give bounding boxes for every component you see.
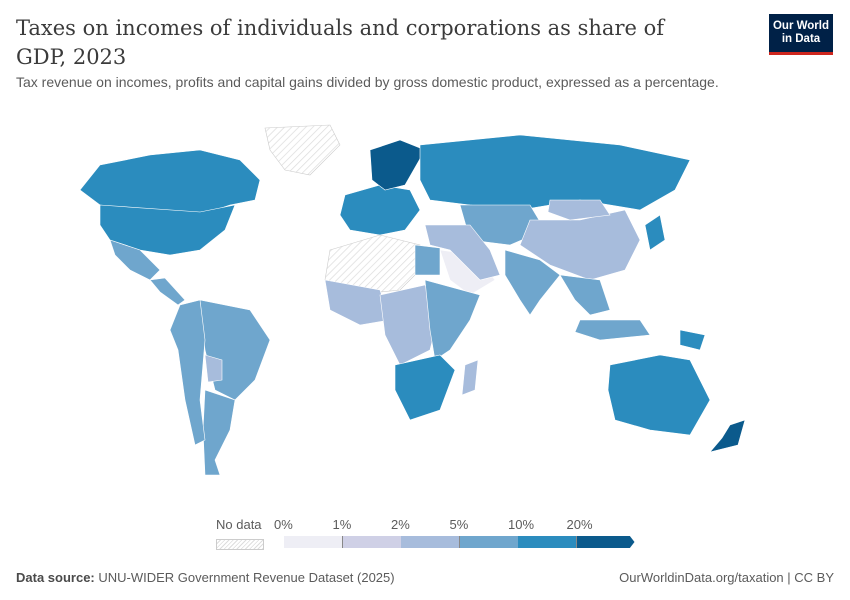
region-bolivia[interactable]: [204, 354, 223, 383]
region-east-africa[interactable]: [424, 279, 481, 361]
region-central-africa[interactable]: [379, 284, 441, 366]
region-indonesia[interactable]: [574, 319, 651, 341]
region-papua-new-guinea[interactable]: [679, 329, 706, 351]
legend: No data 0% 1% 2% 5% 10% 20%: [200, 514, 650, 554]
region-mongolia[interactable]: [547, 199, 611, 221]
region-brazil[interactable]: [199, 299, 271, 401]
legend-no-data-label: No data: [216, 517, 262, 532]
region-andean-south-america[interactable]: [169, 299, 206, 446]
source-label: Data source:: [16, 570, 95, 585]
logo-line-2: in Data: [781, 33, 821, 45]
legend-bin[interactable]: [576, 536, 635, 548]
legend-no-data-swatch: [216, 539, 264, 550]
legend-tick: 5%: [449, 517, 469, 532]
legend-bin[interactable]: [518, 536, 577, 548]
legend-tick: 2%: [391, 517, 410, 532]
legend-bin[interactable]: [459, 536, 519, 548]
chart-title: Taxes on incomes of individuals and corp…: [16, 16, 665, 69]
region-argentina[interactable]: [202, 389, 236, 476]
license-link[interactable]: OurWorldinData.org/taxation | CC BY: [619, 570, 834, 585]
region-madagascar[interactable]: [461, 359, 479, 396]
region-southeast-asia[interactable]: [559, 274, 611, 316]
legend-tick: 10%: [508, 517, 535, 532]
legend-bin[interactable]: [284, 536, 343, 548]
region-new-zealand[interactable]: [709, 419, 746, 453]
legend-tick: 20%: [566, 517, 593, 532]
legend-bin[interactable]: [342, 536, 402, 548]
region-egypt[interactable]: [414, 244, 441, 276]
region-russia[interactable]: [419, 134, 691, 211]
region-western-europe[interactable]: [339, 184, 421, 236]
chart-subtitle: Tax revenue on incomes, profits and capi…: [16, 74, 719, 90]
legend-bin[interactable]: [401, 536, 460, 548]
region-united-states[interactable]: [99, 204, 236, 256]
region-canada[interactable]: [79, 149, 261, 216]
region-west-africa[interactable]: [324, 279, 391, 326]
region-scandinavia[interactable]: [369, 139, 426, 191]
region-central-america[interactable]: [149, 277, 186, 306]
legend-tick: 0%: [274, 517, 293, 532]
legend-tick: 1%: [332, 517, 352, 532]
region-india[interactable]: [504, 249, 561, 316]
region-australia[interactable]: [607, 354, 711, 436]
data-source: Data source: UNU-WIDER Government Revenu…: [16, 570, 395, 585]
region-greenland[interactable]: [264, 124, 341, 176]
region-southern-africa[interactable]: [394, 354, 456, 421]
owid-logo[interactable]: Our World in Data: [769, 14, 833, 55]
logo-line-1: Our World: [772, 20, 829, 32]
world-map[interactable]: [0, 100, 850, 500]
region-middle-east[interactable]: [424, 224, 501, 281]
region-japan[interactable]: [644, 214, 666, 251]
source-text: UNU-WIDER Government Revenue Dataset (20…: [98, 570, 395, 585]
